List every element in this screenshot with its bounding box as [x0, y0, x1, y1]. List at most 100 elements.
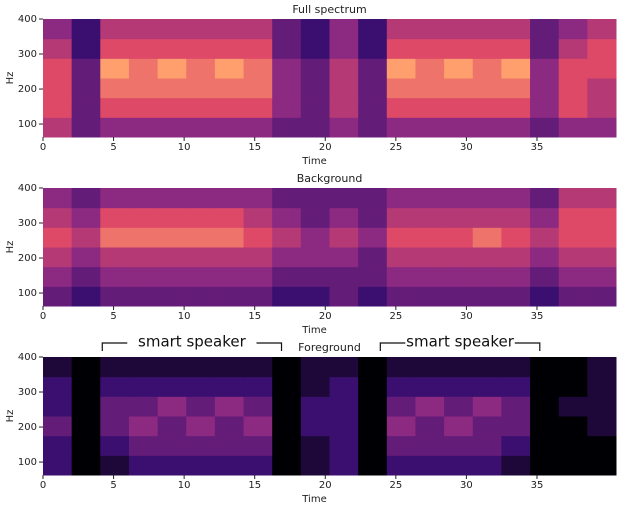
heatmap-cell — [186, 377, 215, 397]
y-tick-label: 100 — [18, 457, 37, 468]
heatmap-cell — [444, 455, 473, 475]
heatmap-cell — [100, 117, 129, 137]
heatmap-cell — [129, 455, 158, 475]
heatmap-cell — [415, 19, 444, 39]
heatmap-cell — [186, 227, 215, 247]
heatmap-cell — [473, 117, 502, 137]
heatmap-cell — [43, 436, 72, 456]
heatmap-cell — [272, 39, 301, 59]
heatmap-cell — [473, 39, 502, 59]
heatmap-cell — [129, 117, 158, 137]
heatmap-cell — [559, 377, 588, 397]
heatmap-cell — [43, 396, 72, 416]
heatmap-cell — [330, 377, 359, 397]
heatmap-cell — [559, 396, 588, 416]
x-tick-label: 30 — [460, 480, 473, 491]
heatmap-cell — [387, 436, 416, 456]
heatmap-cell — [129, 286, 158, 306]
heatmap-cell — [215, 98, 244, 118]
heatmap-cell — [473, 19, 502, 39]
heatmap-cell — [301, 416, 330, 436]
heatmap-cell — [587, 19, 616, 39]
heatmap-cell — [129, 39, 158, 59]
y-tick-label: 300 — [18, 49, 37, 60]
heatmap-cell — [158, 286, 187, 306]
heatmap-cell — [215, 58, 244, 78]
heatmap-cell — [100, 19, 129, 39]
heatmap-cell — [387, 208, 416, 228]
heatmap-cell — [43, 455, 72, 475]
heatmap-cell — [158, 267, 187, 287]
heatmap-cell — [158, 78, 187, 98]
y-tick-label: 200 — [18, 422, 37, 433]
heatmap-cell — [501, 455, 530, 475]
heatmap-cell — [501, 286, 530, 306]
heatmap-cell — [330, 357, 359, 377]
heatmap-cell — [43, 98, 72, 118]
heatmap-cell — [473, 377, 502, 397]
heatmap-cell — [215, 267, 244, 287]
heatmap-cell — [501, 188, 530, 208]
heatmap-cell — [272, 247, 301, 267]
heatmap-cell — [244, 377, 273, 397]
x-tick-label: 15 — [248, 480, 261, 491]
heatmap-cell — [444, 98, 473, 118]
heatmap-cell — [272, 208, 301, 228]
heatmap-cell — [387, 357, 416, 377]
heatmap-cell — [330, 455, 359, 475]
heatmap-cell — [244, 416, 273, 436]
heatmap-cell — [158, 98, 187, 118]
heatmap-cell — [444, 19, 473, 39]
heatmap-cell — [473, 286, 502, 306]
heatmap-cell — [129, 357, 158, 377]
heatmap-cell — [186, 396, 215, 416]
heatmap-cell — [43, 247, 72, 267]
x-tick-label: 25 — [389, 311, 402, 322]
heatmap-cell — [272, 227, 301, 247]
heatmap-cell — [530, 396, 559, 416]
heatmap-cell — [100, 436, 129, 456]
x-tick-label: 0 — [40, 480, 46, 491]
heatmap-cell — [72, 286, 101, 306]
x-tick-label: 20 — [319, 142, 332, 153]
heatmap-cell — [272, 436, 301, 456]
heatmap-cell — [387, 188, 416, 208]
heatmap-cell — [129, 227, 158, 247]
annotation: smart speaker — [138, 333, 247, 351]
heatmap-cell — [43, 286, 72, 306]
x-tick-label: 10 — [178, 480, 191, 491]
heatmap-cell — [501, 416, 530, 436]
heatmap-cell — [444, 436, 473, 456]
heatmap-cell — [330, 117, 359, 137]
heatmap-cell — [530, 416, 559, 436]
heatmap-cell — [473, 247, 502, 267]
heatmap-cell — [72, 416, 101, 436]
heatmap-cell — [272, 377, 301, 397]
heatmap-cell — [129, 247, 158, 267]
heatmap-cell — [272, 455, 301, 475]
heatmap-cell — [100, 357, 129, 377]
heatmap-cell — [301, 39, 330, 59]
chart-title: Full spectrum — [292, 3, 366, 16]
heatmap-cell — [444, 267, 473, 287]
heatmap-cell — [100, 58, 129, 78]
heatmap-cell — [158, 416, 187, 436]
heatmap-cell — [530, 58, 559, 78]
heatmap-cell — [43, 416, 72, 436]
heatmap-cell — [215, 188, 244, 208]
heatmap-cell — [158, 227, 187, 247]
heatmap-cell — [129, 377, 158, 397]
x-tick-label: 20 — [319, 311, 332, 322]
heatmap-cell — [244, 188, 273, 208]
heatmap-cell — [415, 58, 444, 78]
heatmap-cell — [72, 436, 101, 456]
x-tick-label: 35 — [531, 311, 544, 322]
heatmap-cell — [559, 117, 588, 137]
heatmap-cell — [272, 357, 301, 377]
annotation: smart speaker — [406, 333, 515, 351]
heatmap-cell — [129, 58, 158, 78]
heatmap-cell — [186, 455, 215, 475]
heatmap-cell — [100, 416, 129, 436]
heatmap-cell — [72, 357, 101, 377]
heatmap-cell — [559, 436, 588, 456]
